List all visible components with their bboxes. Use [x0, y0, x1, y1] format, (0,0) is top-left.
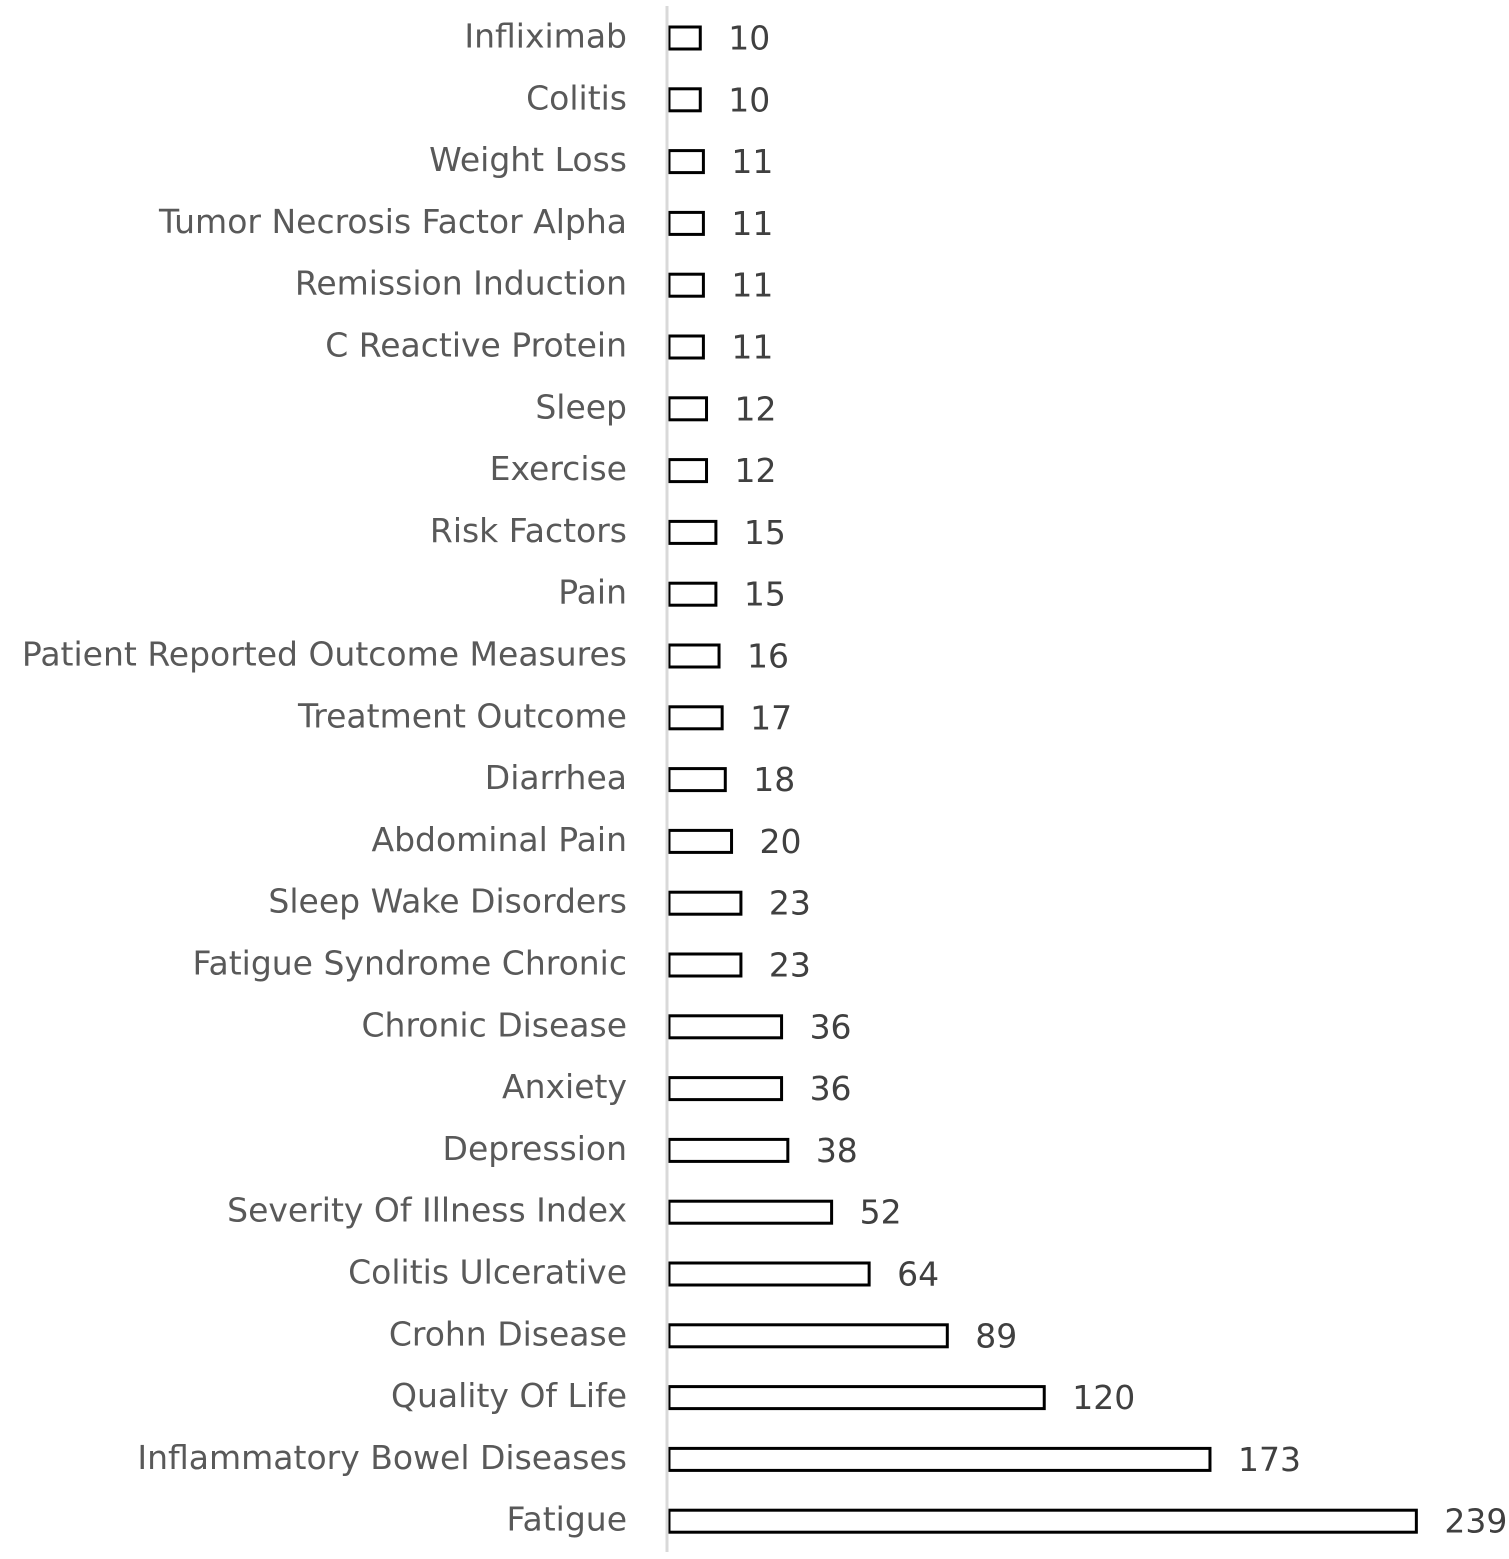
data-label-remission-induction: 11	[731, 266, 773, 305]
bar-anxiety	[667, 1076, 784, 1102]
category-label-depression: Depression	[443, 1129, 627, 1168]
bar-weight-loss	[667, 149, 705, 175]
category-label-exercise: Exercise	[490, 449, 627, 488]
data-label-inflammatory-bowel-diseases: 173	[1238, 1440, 1301, 1479]
bar-infliximab	[667, 25, 702, 51]
category-label-weight-loss: Weight Loss	[429, 140, 627, 179]
bar-crohn-disease	[667, 1323, 949, 1349]
category-label-chronic-disease: Chronic Disease	[362, 1005, 628, 1044]
bar-c-reactive-protein	[667, 334, 705, 360]
bar-severity-of-illness-index	[667, 1199, 834, 1225]
bar-diarrhea	[667, 767, 727, 793]
data-label-treatment-outcome: 17	[750, 698, 792, 737]
data-label-colitis-ulcerative: 64	[897, 1255, 939, 1294]
category-label-infliximab: Infliximab	[464, 17, 627, 56]
category-label-patient-reported-outcome-measures: Patient Reported Outcome Measures	[22, 635, 627, 674]
data-label-crohn-disease: 89	[975, 1316, 1017, 1355]
category-label-risk-factors: Risk Factors	[430, 511, 627, 550]
data-label-exercise: 12	[735, 451, 777, 490]
category-labels-layer: Infliximab Colitis Weight Loss Tumor Necros…	[22, 17, 627, 1539]
category-label-anxiety: Anxiety	[502, 1067, 627, 1106]
value-labels-layer: 10 10 11 11 11 11 12 12 15 15 16 17 18 20 23 23 36 36 3852…	[728, 19, 1507, 1541]
bar-sleep	[667, 396, 709, 422]
category-label-sleep: Sleep	[535, 387, 627, 426]
data-label-anxiety: 36	[810, 1069, 852, 1108]
category-label-treatment-outcome: Treatment Outcome	[297, 696, 627, 735]
bar-tumor-necrosis-factor-alpha	[667, 210, 705, 236]
data-label-abdominal-pain: 20	[760, 822, 802, 861]
data-label-diarrhea: 18	[753, 760, 795, 799]
bar-risk-factors	[667, 519, 718, 545]
data-label-quality-of-life: 120	[1072, 1378, 1135, 1417]
data-label-sleep: 12	[735, 389, 777, 428]
category-label-fatigue-syndrome-chronic: Fatigue Syndrome Chronic	[193, 944, 627, 983]
bar-treatment-outcome	[667, 705, 724, 731]
data-label-c-reactive-protein: 11	[731, 328, 773, 367]
bar-chronic-disease	[667, 1014, 784, 1040]
bar-quality-of-life	[667, 1385, 1046, 1411]
category-label-c-reactive-protein: C Reactive Protein	[325, 326, 627, 365]
data-label-patient-reported-outcome-measures: 16	[747, 637, 789, 676]
data-label-pain: 15	[744, 575, 786, 614]
data-label-chronic-disease: 36	[810, 1007, 852, 1046]
bars-layer	[667, 25, 1418, 1534]
bar-sleep-wake-disorders	[667, 890, 743, 916]
category-label-quality-of-life: Quality Of Life	[391, 1376, 627, 1415]
bar-patient-reported-outcome-measures	[667, 643, 721, 669]
category-label-colitis: Colitis	[526, 78, 627, 117]
bar-colitis	[667, 87, 702, 113]
bar-pain	[667, 581, 718, 607]
data-label-weight-loss: 11	[731, 142, 773, 181]
category-label-fatigue: Fatigue	[507, 1500, 627, 1539]
bar-colitis-ulcerative	[667, 1261, 871, 1287]
bar-depression	[667, 1137, 790, 1163]
category-label-inflammatory-bowel-diseases: Inflammatory Bowel Diseases	[137, 1438, 627, 1477]
data-label-severity-of-illness-index: 52	[860, 1193, 902, 1232]
bar-inflammatory-bowel-diseases	[667, 1446, 1212, 1472]
category-label-abdominal-pain: Abdominal Pain	[372, 820, 628, 859]
data-label-infliximab: 10	[728, 19, 770, 58]
bar-remission-induction	[667, 272, 705, 298]
data-label-sleep-wake-disorders: 23	[769, 884, 811, 923]
data-label-fatigue: 239	[1444, 1502, 1507, 1541]
category-label-severity-of-illness-index: Severity Of Illness Index	[227, 1191, 627, 1230]
data-label-risk-factors: 15	[744, 513, 786, 552]
data-label-colitis: 10	[728, 80, 770, 119]
bar-exercise	[667, 458, 709, 484]
category-label-crohn-disease: Crohn Disease	[389, 1314, 627, 1353]
data-label-depression: 38	[816, 1131, 858, 1170]
category-label-diarrhea: Diarrhea	[485, 758, 627, 797]
bar-fatigue-syndrome-chronic	[667, 952, 743, 978]
category-label-tumor-necrosis-factor-alpha: Tumor Necrosis Factor Alpha	[158, 202, 627, 241]
bar-abdominal-pain	[667, 828, 734, 854]
data-label-fatigue-syndrome-chronic: 23	[769, 946, 811, 985]
data-label-tumor-necrosis-factor-alpha: 11	[731, 204, 773, 243]
category-label-sleep-wake-disorders: Sleep Wake Disorders	[268, 882, 627, 921]
category-label-remission-induction: Remission Induction	[295, 264, 627, 303]
category-label-pain: Pain	[558, 573, 627, 612]
bar-fatigue	[667, 1508, 1418, 1534]
category-label-colitis-ulcerative: Colitis Ulcerative	[348, 1253, 627, 1292]
